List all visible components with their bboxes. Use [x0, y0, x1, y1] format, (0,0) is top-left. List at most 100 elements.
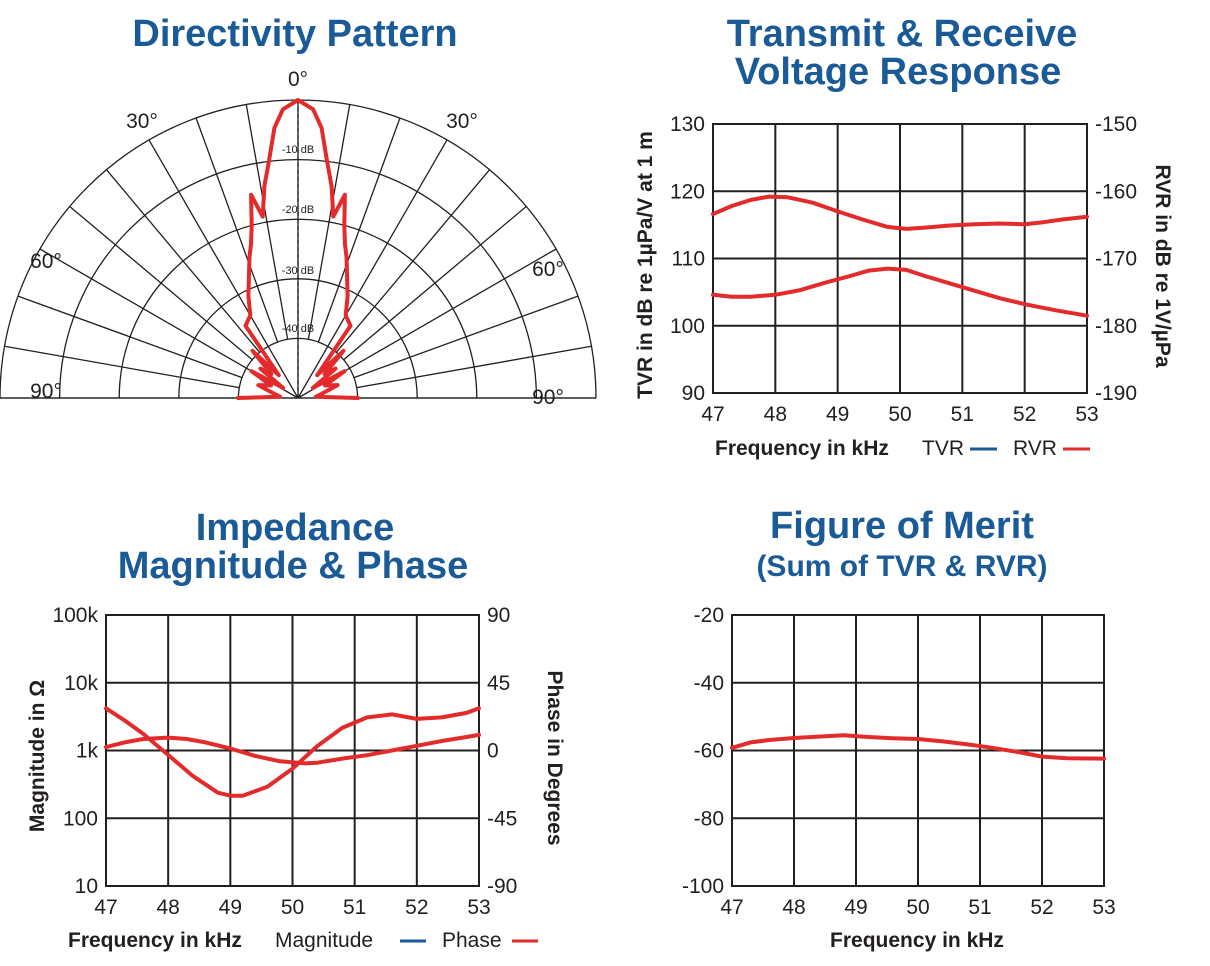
polar-spoke	[307, 104, 351, 340]
fom-title-line-1: Figure of Merit	[770, 505, 1034, 547]
directivity-title: Directivity Pattern	[132, 13, 457, 55]
polar-spoke	[69, 205, 253, 361]
ring-label: -20 dB	[282, 204, 314, 216]
tvr-axis-label: TVR in dB re 1µPa/V at 1 m	[634, 131, 657, 399]
phase-axis-label: Phase in Degrees	[543, 670, 566, 845]
y-right-tick-label: -150	[1095, 113, 1137, 136]
angle-label-60-left: 60°	[30, 250, 62, 273]
x-tick-label: 52	[405, 896, 428, 919]
legend-tvr-label: TVR	[922, 437, 964, 460]
angle-label-30-right: 30°	[446, 110, 478, 133]
x-tick-label: 52	[1030, 896, 1053, 919]
x-tick-label: 48	[156, 896, 179, 919]
tvr-rvr-x-label: Frequency in kHz	[715, 437, 889, 460]
x-tick-label: 50	[888, 403, 911, 426]
polar-spoke	[148, 139, 299, 399]
x-tick-label: 48	[764, 403, 787, 426]
ring-label: -30 dB	[282, 265, 314, 277]
angle-label-90-right: 90°	[532, 386, 564, 409]
polar-spoke	[335, 169, 491, 353]
angle-label-60-right: 60°	[532, 258, 564, 281]
tvr-rvr-grid	[712, 123, 1088, 394]
impedance-ticks: 47 48 49 50 51 52 53 10 100 1k 10k 100k -90 -45 0 45 90	[52, 604, 517, 919]
fom-grid	[731, 614, 1105, 887]
y-tick-label: -60	[694, 740, 724, 763]
y-right-tick-label: -190	[1095, 382, 1137, 405]
polar-spoke	[195, 117, 279, 343]
y-tick-label: 130	[670, 113, 705, 136]
angle-label-90-left: 90°	[30, 380, 62, 403]
fom-series	[730, 733, 1106, 761]
series-line-tvr	[711, 266, 1089, 318]
tvr-rvr-series	[711, 194, 1089, 318]
y-tick-label: -100	[682, 875, 724, 898]
angle-label-30-left: 30°	[126, 110, 158, 133]
x-tick-label: 47	[94, 896, 117, 919]
polar-spoke	[317, 117, 401, 343]
x-tick-label: 47	[720, 896, 743, 919]
y-right-tick-label: -180	[1095, 315, 1137, 338]
series-line-magnitude	[104, 732, 481, 766]
rvr-axis-label: RVR in dB re 1V/µPa	[1151, 164, 1174, 367]
x-tick-label: 51	[951, 403, 974, 426]
impedance-grid	[105, 614, 480, 887]
x-tick-label: 49	[219, 896, 242, 919]
polar-spoke	[4, 345, 240, 389]
y-right-tick-label: 90	[487, 604, 510, 627]
x-tick-label: 48	[782, 896, 805, 919]
x-tick-label: 50	[906, 896, 929, 919]
polar-spoke	[353, 295, 579, 379]
x-tick-label: 53	[467, 896, 490, 919]
directivity-pattern-line	[236, 98, 360, 400]
tvr-rvr-chart: Transmit & Receive Voltage Response 47 48…	[634, 13, 1174, 460]
impedance-chart: Impedance Magnitude & Phase 47 48 49 50 51 52…	[26, 507, 566, 952]
y-tick-label: 10	[75, 875, 98, 898]
series-line-fom	[730, 733, 1106, 761]
y-tick-label: 120	[670, 180, 705, 203]
x-tick-label: 51	[343, 896, 366, 919]
y-tick-label: 1k	[76, 740, 99, 763]
y-right-tick-label: 0	[487, 740, 499, 763]
polar-spoke	[245, 104, 289, 340]
y-tick-label: 100	[670, 315, 705, 338]
x-tick-label: 50	[281, 896, 304, 919]
impedance-x-label: Frequency in kHz	[68, 929, 242, 952]
x-tick-label: 52	[1013, 403, 1036, 426]
fom-ticks: 47 48 49 50 51 52 53 -100 -80 -60 -40 -20	[682, 604, 1116, 919]
y-tick-label: -20	[694, 604, 724, 627]
fom-x-label: Frequency in kHz	[830, 929, 1004, 952]
directivity-chart: Directivity Pattern 0° 30° 30° 60° 60° 9…	[0, 13, 597, 409]
y-right-tick-label: -45	[487, 807, 517, 830]
legend-phase-label: Phase	[442, 929, 502, 952]
polar-spoke	[356, 345, 592, 389]
legend-rvr-label: RVR	[1013, 437, 1057, 460]
x-tick-label: 51	[968, 896, 991, 919]
y-tick-label: 90	[682, 382, 705, 405]
ring-label: -10 dB	[282, 144, 314, 156]
y-tick-label: -40	[694, 672, 724, 695]
polar-spoke	[343, 205, 527, 361]
x-tick-label: 49	[826, 403, 849, 426]
tvr-rvr-title-line-2: Voltage Response	[735, 51, 1062, 93]
impedance-series	[104, 706, 481, 798]
y-tick-label: 100	[63, 807, 98, 830]
fom-chart: Figure of Merit (Sum of TVR & RVR) 47 48 4…	[682, 505, 1116, 952]
impedance-title-line-1: Impedance	[196, 507, 395, 549]
fom-title-line-2: (Sum of TVR & RVR)	[756, 550, 1047, 583]
polar-spoke	[105, 169, 261, 353]
polar-spoke	[297, 139, 448, 399]
magnitude-axis-label: Magnitude in Ω	[26, 680, 49, 832]
y-right-tick-label: -170	[1095, 248, 1137, 271]
polar-spoke	[17, 295, 243, 379]
y-tick-label: -80	[694, 807, 724, 830]
series-line-phase	[104, 706, 481, 798]
y-right-tick-label: 45	[487, 672, 510, 695]
series-line-rvr	[711, 194, 1089, 231]
tvr-rvr-ticks: 47 48 49 50 51 52 53 90 100 110 120 130 -190 -180 -170…	[670, 113, 1137, 426]
x-tick-label: 53	[1092, 896, 1115, 919]
x-tick-label: 53	[1075, 403, 1098, 426]
y-tick-label: 100k	[52, 604, 98, 627]
impedance-title-line-2: Magnitude & Phase	[118, 545, 469, 587]
polar-series	[236, 98, 360, 400]
